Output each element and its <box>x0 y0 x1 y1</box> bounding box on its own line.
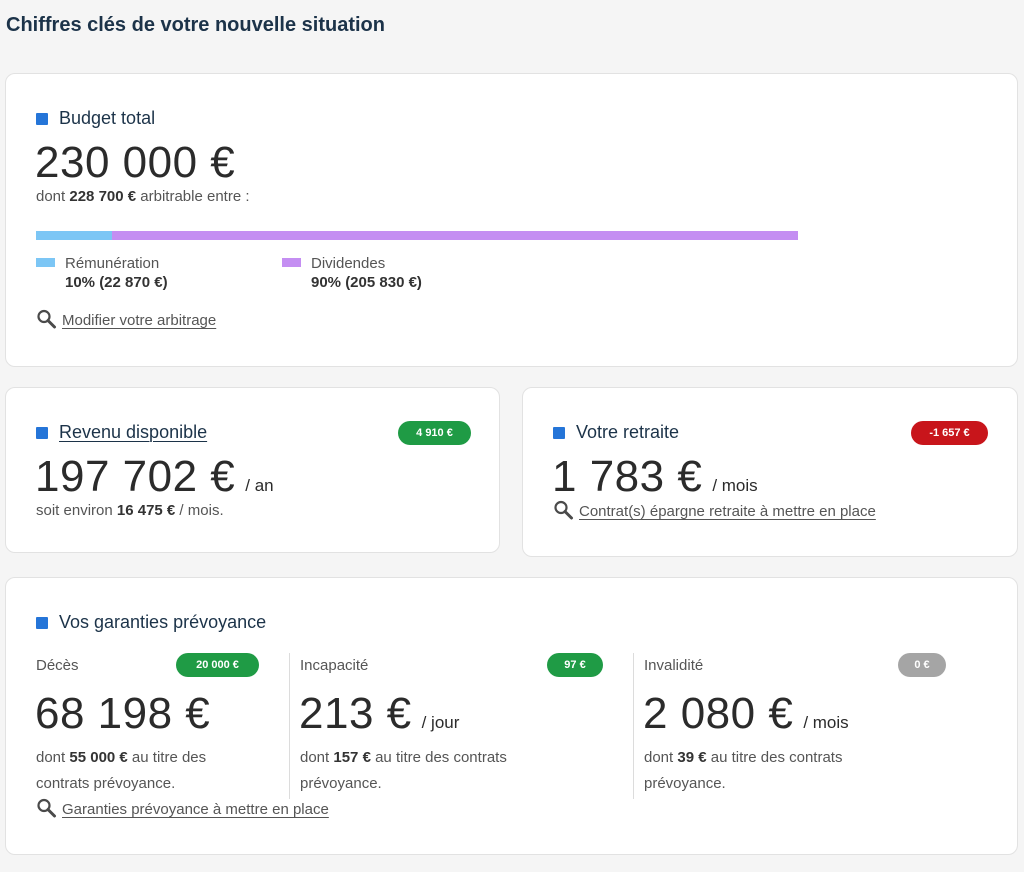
split-bar <box>36 231 798 240</box>
incapacite-subtext: dont 157 € au titre des contrats prévoya… <box>300 749 507 792</box>
legend-remuneration: Rémunération 10% (22 870 €) <box>36 254 168 292</box>
prevoyance-card: Vos garanties prévoyance Décès 20 000 € … <box>5 577 1018 855</box>
revenu-unit: / an <box>245 476 274 495</box>
incapacite-unit: / jour <box>421 713 460 732</box>
revenu-monthly: 16 475 € <box>116 502 176 519</box>
retraite-delta-badge: -1 657 € <box>911 421 988 445</box>
revenu-header[interactable]: Revenu disponible <box>36 422 207 443</box>
incapacite-amount-value: 213 € <box>299 689 412 738</box>
retraite-header: Votre retraite <box>553 422 679 443</box>
revenu-amount-value: 197 702 € <box>35 452 236 501</box>
legend-swatch-remuneration <box>36 258 55 267</box>
retraite-amount: 1 783 € / mois <box>552 452 758 502</box>
invalidite-badge: 0 € <box>898 653 946 677</box>
square-bullet-icon <box>36 616 48 629</box>
deces-amount: 68 198 € <box>35 689 210 739</box>
search-icon <box>554 500 573 520</box>
incapacite-label: Incapacité <box>300 657 369 674</box>
square-bullet-icon <box>36 426 48 439</box>
invalidite-subtext: dont 39 € au titre des contrats prévoyan… <box>644 749 843 792</box>
prevoyance-header: Vos garanties prévoyance <box>36 612 266 633</box>
retraite-unit: / mois <box>712 476 758 495</box>
invalidite-amount: 2 080 € / mois <box>643 689 849 739</box>
invalidite-amount-value: 2 080 € <box>643 689 794 738</box>
prevoyance-col-incapacite: Incapacité 97 € 213 € / jour dont 157 € a… <box>299 653 620 799</box>
revenu-delta-badge: 4 910 € <box>398 421 471 445</box>
deces-subtext: dont 55 000 € au titre des contrats prév… <box>36 749 207 792</box>
modifier-arbitrage-text: Modifier votre arbitrage <box>62 312 217 329</box>
budget-title: Budget total <box>59 108 156 128</box>
retraite-amount-value: 1 783 € <box>552 452 703 501</box>
deces-label: Décès <box>36 657 79 674</box>
revenu-amount: 197 702 € / an <box>35 452 274 502</box>
budget-header: Budget total <box>36 108 155 129</box>
legend-value-dividendes: 90% (205 830 €) <box>311 274 422 291</box>
page-title: Chiffres clés de votre nouvelle situatio… <box>6 14 385 36</box>
prevoyance-title: Vos garanties prévoyance <box>59 612 267 632</box>
square-bullet-icon <box>36 112 48 125</box>
split-bar-dividendes <box>112 231 798 240</box>
budget-card: Budget total 230 000 € dont 228 700 € ar… <box>5 73 1018 367</box>
incapacite-badge: 97 € <box>547 653 603 677</box>
contrats-retraite-text: Contrat(s) épargne retraite à mettre en … <box>579 503 876 520</box>
budget-amount: 230 000 € <box>35 138 235 188</box>
budget-amount-value: 230 000 € <box>35 138 236 187</box>
deces-amount-value: 68 198 € <box>35 689 211 738</box>
search-icon <box>37 798 56 818</box>
prevoyance-col-invalidite: Invalidité 0 € 2 080 € / mois dont 39 € a… <box>643 653 964 799</box>
invalidite-unit: / mois <box>803 713 849 732</box>
legend-value-remuneration: 10% (22 870 €) <box>65 274 168 291</box>
legend-dividendes: Dividendes 90% (205 830 €) <box>282 254 422 292</box>
square-bullet-icon <box>553 426 565 439</box>
invalidite-label: Invalidité <box>644 657 704 674</box>
column-divider <box>633 653 634 799</box>
split-bar-remuneration <box>36 231 113 240</box>
garanties-prevoyance-text: Garanties prévoyance à mettre en place <box>62 801 329 818</box>
legend-label-remuneration: Rémunération <box>65 255 160 272</box>
retraite-title: Votre retraite <box>576 422 680 442</box>
budget-subtext: dont 228 700 € arbitrable entre : <box>36 188 250 205</box>
incapacite-amount: 213 € / jour <box>299 689 459 739</box>
arbitrable-amount: 228 700 € <box>69 188 137 205</box>
column-divider <box>289 653 290 799</box>
revenu-title-link[interactable]: Revenu disponible <box>59 422 208 442</box>
prevoyance-col-deces: Décès 20 000 € 68 198 € dont 55 000 € au… <box>35 653 266 799</box>
deces-badge: 20 000 € <box>176 653 259 677</box>
search-icon <box>37 309 56 329</box>
garanties-prevoyance-link[interactable]: Garanties prévoyance à mettre en place <box>36 798 329 818</box>
modifier-arbitrage-link[interactable]: Modifier votre arbitrage <box>36 309 216 329</box>
retraite-card: Votre retraite -1 657 € 1 783 € / mois Co… <box>522 387 1018 557</box>
legend-label-dividendes: Dividendes <box>311 255 386 272</box>
revenu-card: Revenu disponible 4 910 € 197 702 € / an … <box>5 387 500 553</box>
contrats-retraite-link[interactable]: Contrat(s) épargne retraite à mettre en … <box>553 500 876 520</box>
legend-swatch-dividendes <box>282 258 301 267</box>
revenu-subtext: soit environ 16 475 € / mois. <box>36 502 224 519</box>
